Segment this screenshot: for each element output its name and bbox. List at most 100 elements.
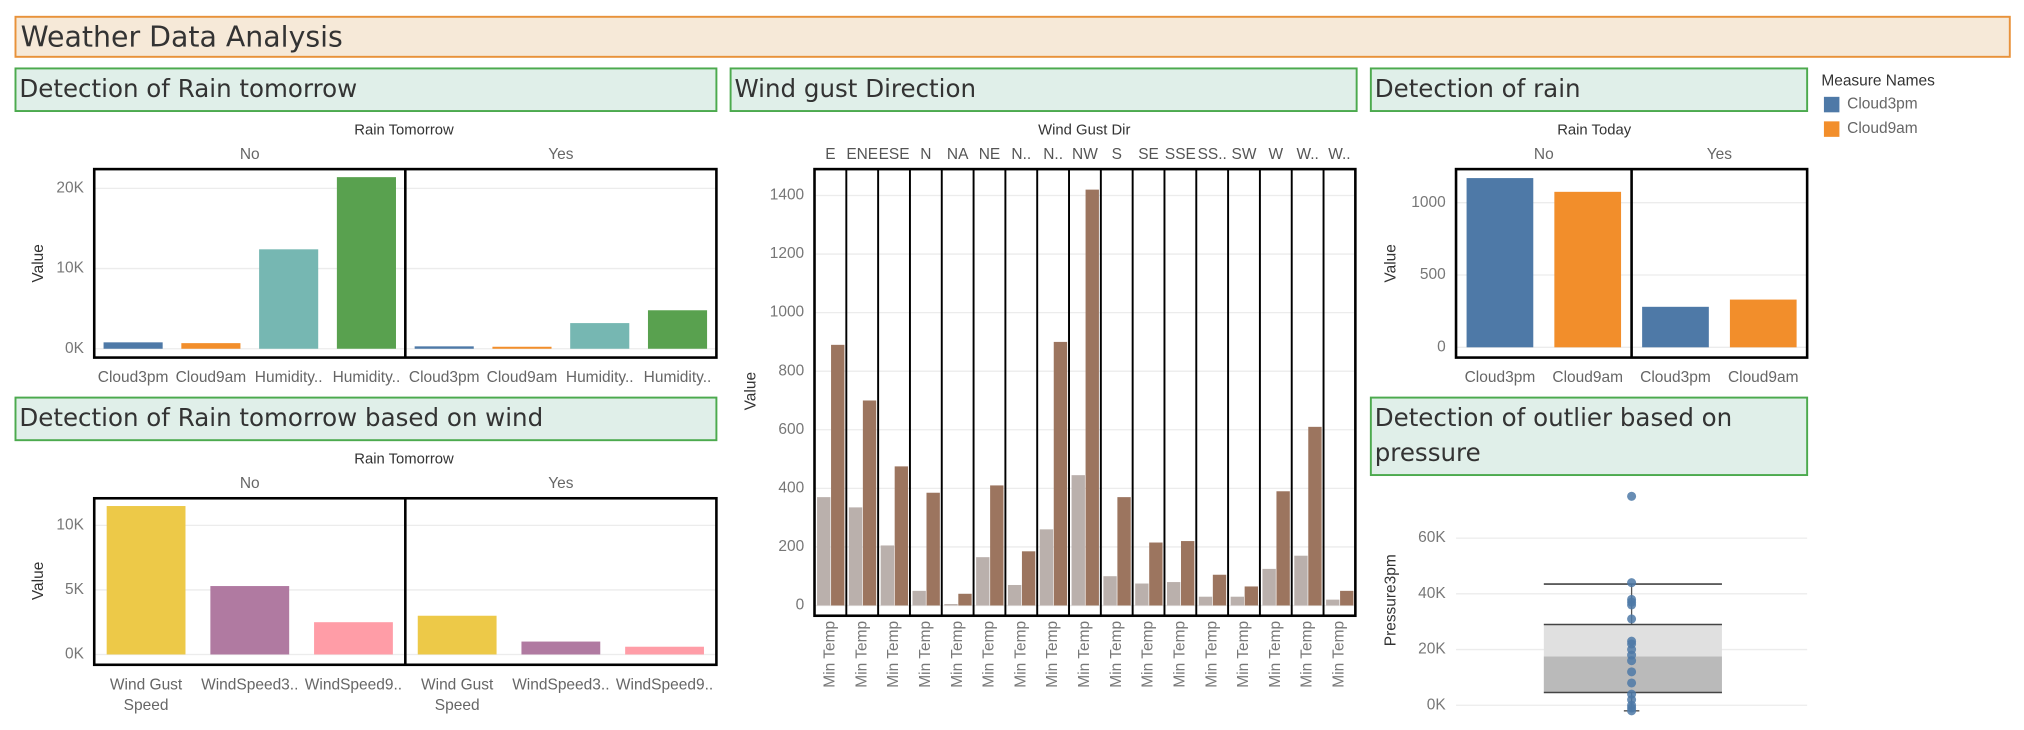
x-tick-label: Min Temp <box>917 621 934 688</box>
x-tick-label: Cloud3pm <box>1640 367 1711 386</box>
bar <box>1294 555 1308 606</box>
bar <box>848 507 863 606</box>
bar <box>1326 599 1340 606</box>
x-tick-label: Cloud3pm <box>97 367 169 386</box>
x-tick-label: Humidity.. <box>332 367 401 386</box>
bar <box>1308 426 1322 606</box>
section-title-box: Wind gust Direction <box>734 74 977 104</box>
section-title: Wind gust Direction <box>734 74 977 104</box>
bar <box>259 249 319 349</box>
x-tick-label: WindSpeed3.. <box>512 675 610 694</box>
bar <box>1642 306 1709 348</box>
column-label: SS.. <box>1198 146 1227 163</box>
panel-label: No <box>240 146 260 163</box>
column-label: SE <box>1138 146 1159 163</box>
bar <box>976 557 990 606</box>
section-header <box>1369 67 1809 112</box>
plot-border <box>1454 167 1809 359</box>
y-tick-label: 0K <box>65 340 85 357</box>
x-tick-label-box: WindSpeed9.. <box>305 675 402 693</box>
bar <box>647 310 708 349</box>
y-tick-label: 0K <box>65 646 85 663</box>
data-point <box>1627 600 1637 610</box>
x-tick-label: Min Temp <box>1171 621 1188 688</box>
facet-label: Rain Tomorrow <box>354 451 454 467</box>
y-axis-label: Value <box>1383 244 1400 282</box>
y-tick-label: 1000 <box>770 304 804 321</box>
x-tick-label: Min Temp <box>1299 621 1316 688</box>
x-tick-label: Min Temp <box>1076 621 1093 688</box>
bar <box>1021 551 1036 606</box>
y-tick-label: 10K <box>56 260 84 277</box>
x-tick-label-box: Cloud3pm <box>409 368 480 386</box>
x-tick-label: Humidity.. <box>254 367 323 386</box>
bar <box>1117 497 1131 606</box>
panel-label: Yes <box>1707 146 1732 163</box>
x-tick-label: Min Temp <box>1044 621 1061 688</box>
panel-label: Yes <box>548 475 573 492</box>
x-tick-label: Min Temp <box>1235 621 1252 688</box>
column-label: ENE <box>846 146 878 163</box>
x-tick-label: Min Temp <box>1331 621 1348 688</box>
section-header <box>14 396 718 442</box>
column-label: N.. <box>1043 146 1063 163</box>
bar <box>1167 582 1181 606</box>
data-point <box>1627 614 1637 624</box>
x-tick-label: WindSpeed3.. <box>201 675 299 694</box>
plot-border <box>92 167 718 359</box>
bar <box>1181 541 1195 606</box>
bar <box>414 346 474 349</box>
title-banner <box>14 15 2011 58</box>
facet-label: Rain Today <box>1557 122 1632 138</box>
bar <box>1230 596 1245 606</box>
y-tick-label: 800 <box>778 362 804 379</box>
column-label: N.. <box>1011 146 1031 163</box>
x-tick-label: Wind Gust Speed <box>421 675 494 714</box>
bar <box>103 342 163 349</box>
section-title: Detection of outlier based on pressure <box>1374 404 1733 468</box>
x-tick-label: Min Temp <box>822 621 839 688</box>
bar <box>862 400 877 606</box>
bar <box>1039 529 1054 606</box>
x-tick-label-box: Humidity.. <box>566 368 634 386</box>
bar <box>1340 590 1354 606</box>
legend-label: Cloud9am <box>1847 120 1918 137</box>
bar <box>106 506 186 655</box>
panel-label: No <box>1534 146 1554 163</box>
data-point <box>1627 667 1637 677</box>
legend-swatch <box>1823 96 1840 113</box>
section-title-box: Detection of Rain tomorrow <box>19 75 357 103</box>
x-tick-label: Min Temp <box>1267 621 1284 688</box>
bar <box>1071 475 1085 606</box>
y-tick-label: 1400 <box>770 187 804 204</box>
data-point <box>1627 706 1637 716</box>
x-tick-label-box: Cloud3pm <box>1464 367 1536 386</box>
bar <box>1135 583 1149 606</box>
y-tick-label: 20K <box>1418 641 1446 658</box>
x-tick-label: Cloud3pm <box>1464 367 1536 386</box>
bar <box>1007 584 1022 606</box>
bar <box>521 641 601 655</box>
column-label: E <box>825 146 835 163</box>
y-tick-label: 200 <box>778 538 804 555</box>
bar <box>417 615 497 655</box>
y-tick-label: 500 <box>1420 266 1446 283</box>
x-tick-label-box: Cloud3pm <box>1640 367 1711 386</box>
facet-label: Rain Tomorrow <box>354 122 454 138</box>
column-label: N <box>920 146 931 163</box>
section-title: Detection of Rain tomorrow based on wind <box>19 404 544 433</box>
facet-label: Wind Gust Dir <box>1038 122 1130 138</box>
y-tick-label: 0 <box>796 597 805 614</box>
column-label: NE <box>979 146 1001 163</box>
y-tick-label: 10K <box>56 516 84 533</box>
x-tick-label: Min Temp <box>949 621 966 688</box>
bar <box>880 545 895 606</box>
bar <box>1149 542 1163 606</box>
bar <box>1212 574 1227 606</box>
x-tick-label: Humidity.. <box>643 367 712 386</box>
bar <box>570 323 630 349</box>
y-tick-label: 600 <box>778 421 804 438</box>
x-tick-label: WindSpeed9.. <box>615 675 714 694</box>
x-tick-label-box: Wind Gust Speed <box>110 675 182 714</box>
x-tick-label-box: Cloud3pm <box>97 367 169 386</box>
